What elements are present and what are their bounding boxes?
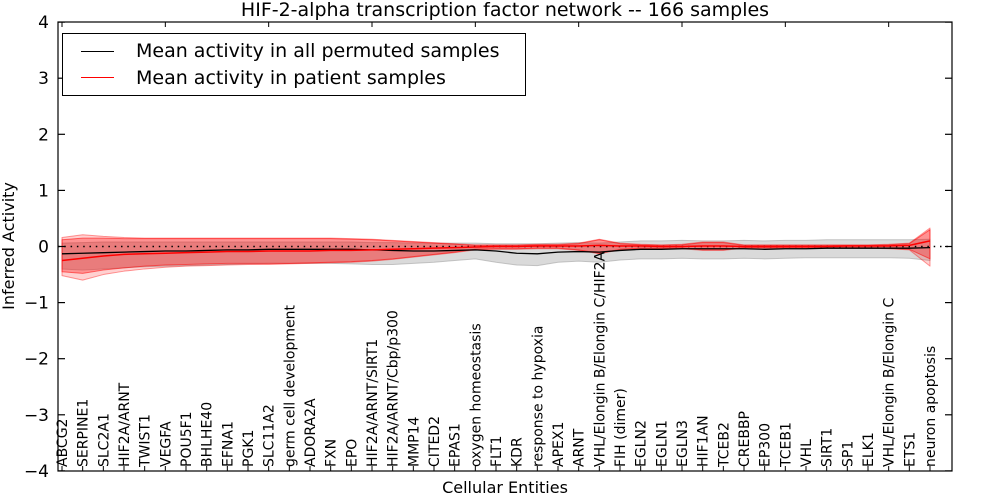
x-tick-label: FLT1 — [489, 436, 505, 467]
plot-area: −4 −3 −2 −1 0 1 2 3 4 ABCG2 SERPINE1 SLC2A1 HIF2A/AR… — [24, 13, 953, 482]
y-tick-label: 4 — [38, 13, 49, 33]
x-tick-label: EP300 — [758, 423, 774, 467]
legend-entry-patient: Mean activity in patient samples — [73, 67, 515, 89]
permuted-mean-line — [61, 246, 931, 255]
y-tick-label: −2 — [24, 350, 49, 370]
patient-samples-range-outer — [61, 227, 931, 281]
patient-samples-range-inner — [61, 229, 931, 274]
legend-line-permuted — [81, 50, 114, 52]
x-tick-label: ETS1 — [902, 432, 918, 467]
x-tick-label: EPAS1 — [448, 423, 464, 467]
x-tick-label: SLC11A2 — [262, 404, 278, 467]
x-tick-label: FIH (dimer) — [613, 388, 629, 467]
x-tick-label: VHL/Elongin B/Elongin C — [882, 298, 898, 467]
x-tick-label: ABCG2 — [55, 419, 71, 467]
x-tick-label: neuron apoptosis — [923, 346, 939, 467]
x-tick-label: VHL/Elongin B/Elongin C/HIF2A — [592, 251, 608, 467]
x-tick-label: HIF2A/ARNT/Cbp/p300 — [386, 310, 402, 467]
x-tick-label: EFNA1 — [220, 421, 236, 467]
x-tick-label: VEGFA — [158, 421, 174, 467]
y-axis-label: Inferred Activity — [0, 182, 18, 310]
x-tick-label: BHLHE40 — [200, 402, 216, 467]
x-tick-label: TWIST1 — [138, 414, 154, 468]
y-tick-label: 3 — [38, 69, 49, 89]
x-tick-label: VHL — [799, 439, 815, 467]
legend-line-patient — [81, 77, 114, 79]
x-tick-label: FXN — [324, 439, 340, 467]
legend-label: Mean activity in all permuted samples — [136, 40, 500, 63]
chart-title: HIF-2-alpha transcription factor network… — [241, 0, 769, 21]
x-tick-label: TCEB1 — [778, 422, 794, 468]
patient-mean-line — [61, 240, 931, 262]
x-tick-label: MMP14 — [406, 416, 422, 467]
y-tick-label: 2 — [38, 125, 49, 145]
x-tick-label: oxygen homeostasis — [468, 323, 484, 467]
x-tick-label: SERPINE1 — [76, 399, 92, 467]
x-tick-label: PGK1 — [241, 430, 257, 467]
y-tick-label: 1 — [38, 181, 49, 201]
y-tick-label: −4 — [24, 462, 49, 482]
x-tick-label: SP1 — [840, 441, 856, 467]
x-tick-label: SLC2A1 — [96, 413, 112, 467]
x-tick-label: CITED2 — [427, 416, 443, 467]
x-tick-label: response to hypoxia — [530, 326, 546, 467]
x-tick-label: HIF1AN — [696, 415, 712, 467]
x-tick-label: HIF2A/ARNT — [117, 382, 133, 467]
legend-label: Mean activity in patient samples — [136, 66, 446, 89]
x-tick-label: EPO — [344, 439, 360, 467]
x-tick-label: EGLN1 — [654, 420, 670, 467]
x-tick-label: POU5F1 — [179, 411, 195, 467]
y-tick-label: −1 — [24, 294, 49, 314]
x-tick-label: TCEB2 — [716, 422, 732, 468]
x-tick-label: ARNT — [572, 428, 588, 467]
x-tick-label: SIRT1 — [820, 428, 836, 467]
x-tick-label: EGLN3 — [675, 420, 691, 467]
y-tick-label: 0 — [38, 238, 49, 258]
x-tick-label: ADORA2A — [303, 398, 319, 467]
x-tick-label: KDR — [510, 437, 526, 467]
x-tick-label: APEX1 — [551, 422, 567, 467]
x-tick-label: CREBBP — [737, 411, 753, 467]
legend: Mean activity in all permuted samples Mea… — [62, 33, 526, 96]
x-tick-label: EGLN2 — [634, 420, 650, 467]
y-tick-label: −3 — [24, 406, 49, 426]
legend-entry-permuted: Mean activity in all permuted samples — [73, 40, 515, 62]
x-axis-label: Cellular Entities — [442, 478, 568, 497]
x-tick-label: ELK1 — [861, 432, 877, 467]
x-tick-label: germ cell development — [282, 304, 298, 467]
x-tick-label: HIF2A/ARNT/SIRT1 — [365, 339, 381, 467]
